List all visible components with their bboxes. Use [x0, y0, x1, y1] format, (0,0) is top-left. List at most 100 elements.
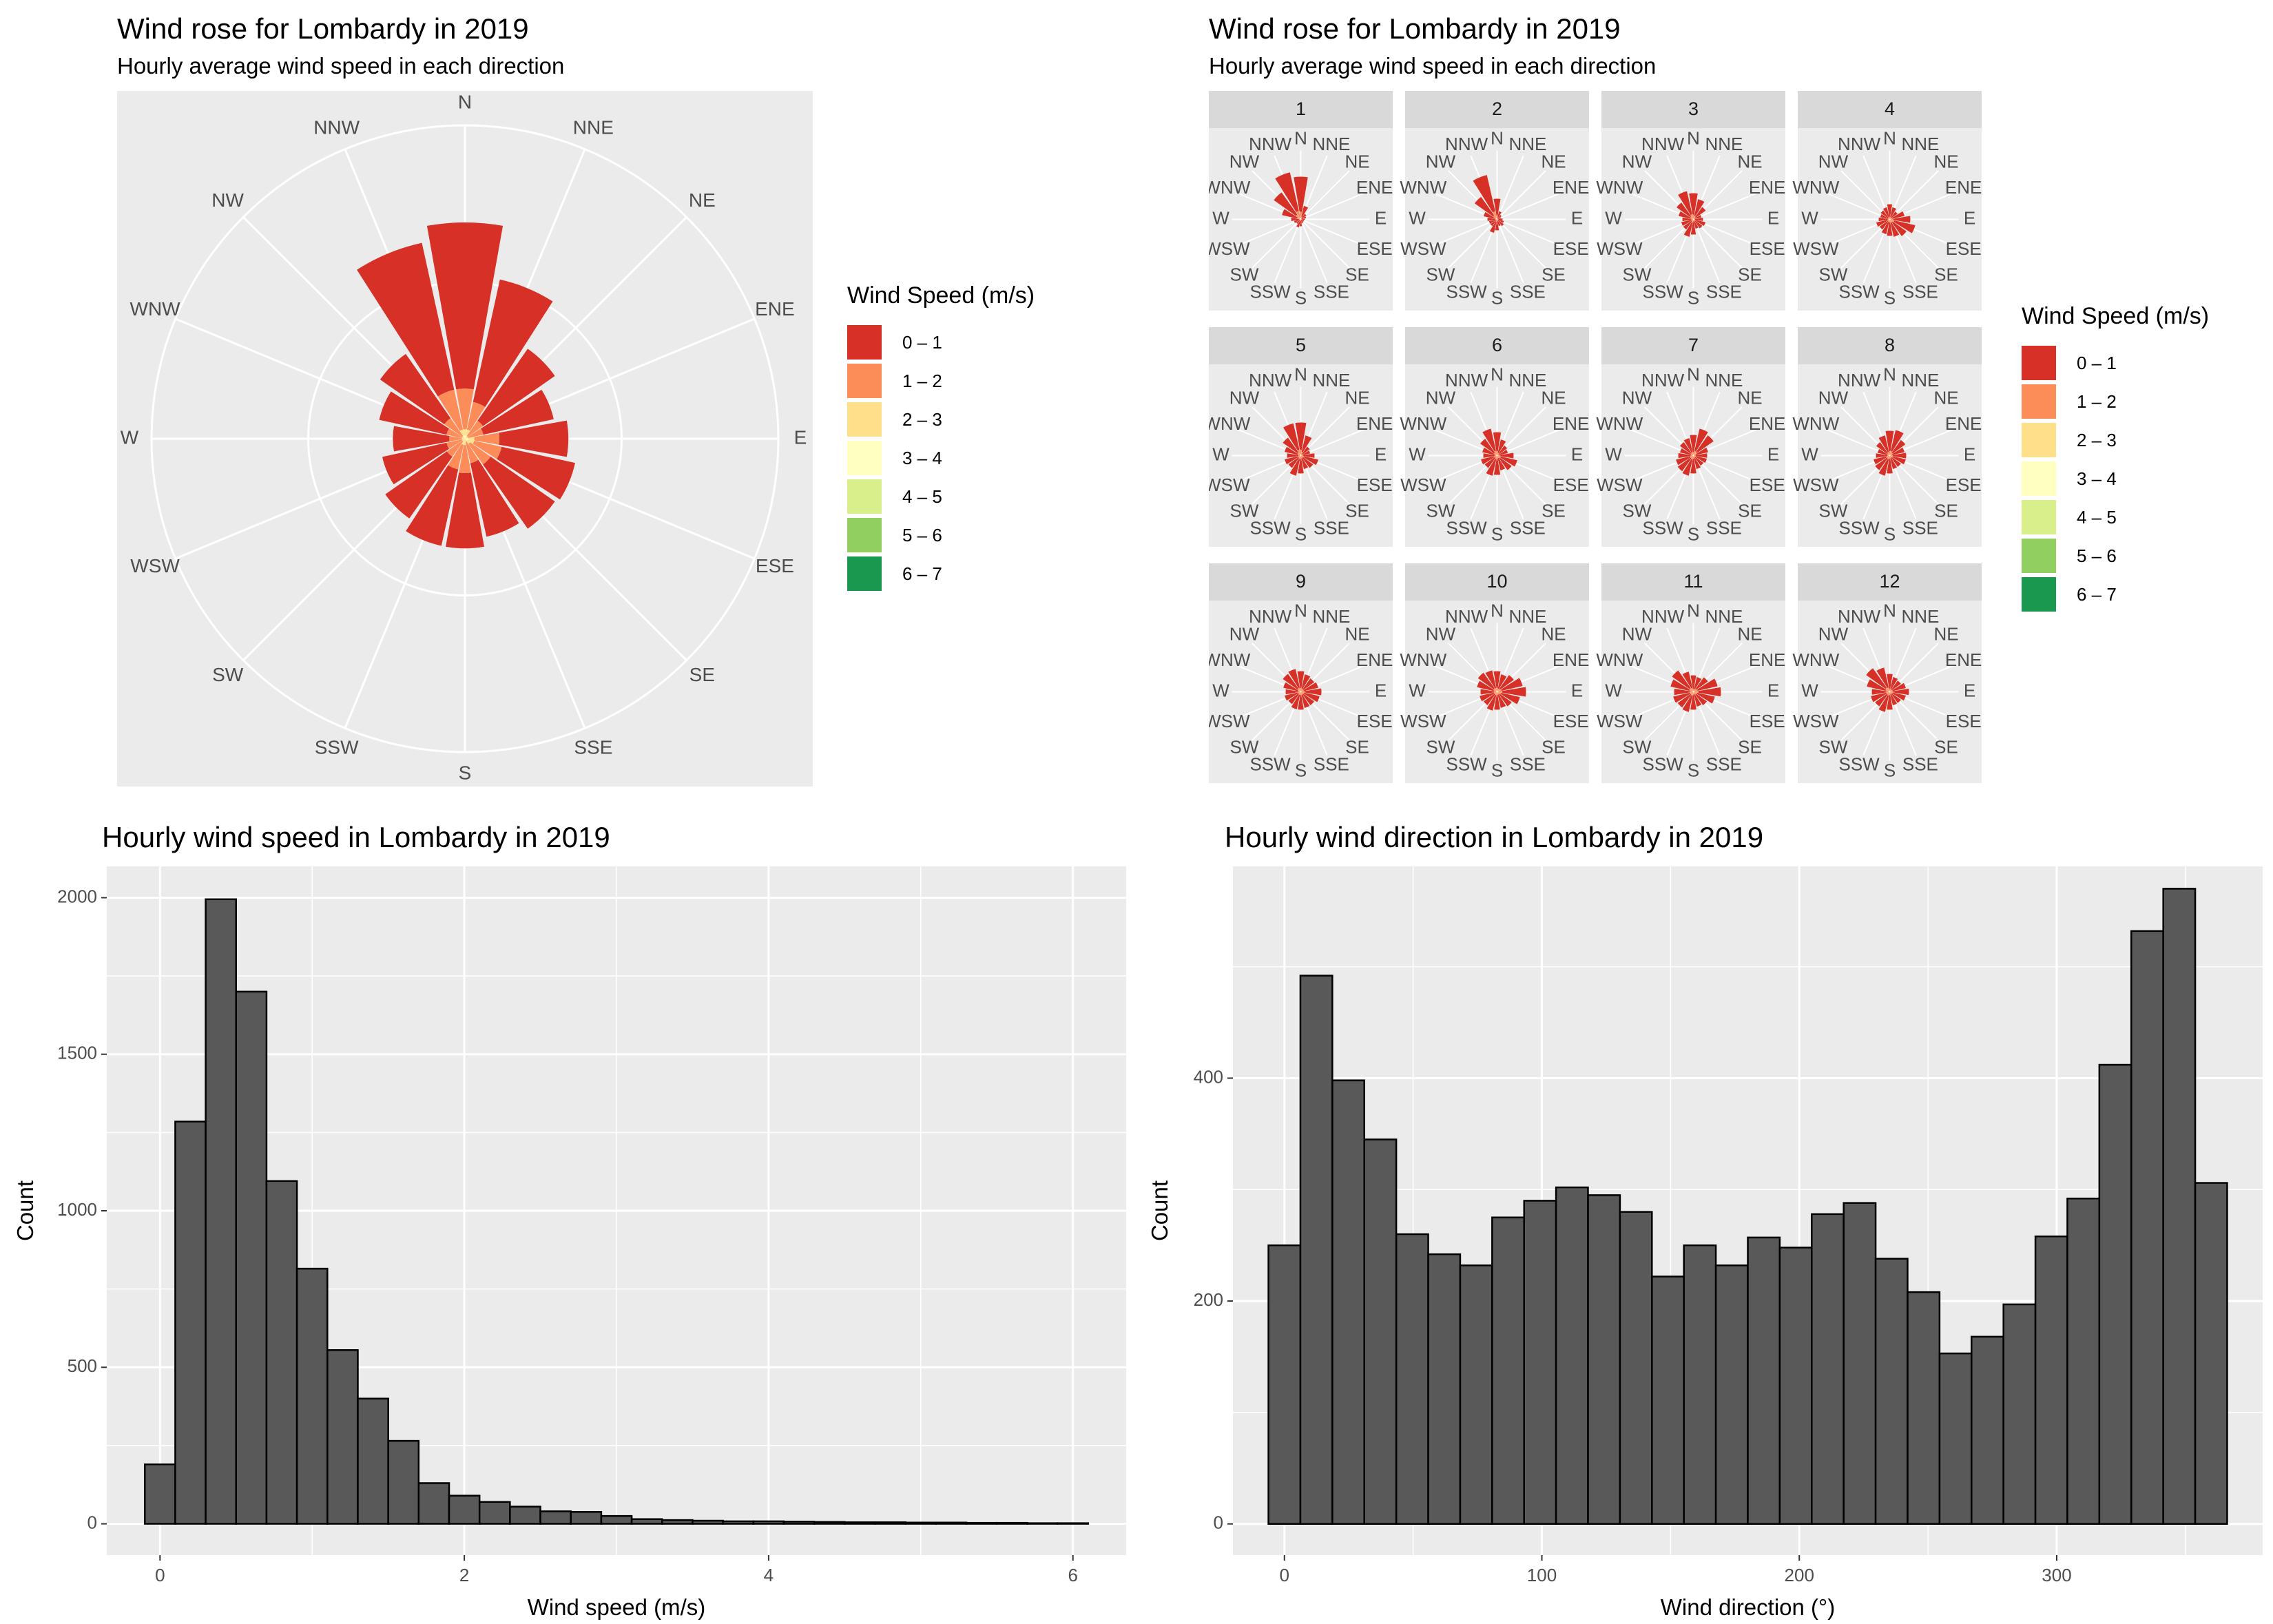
facet-bar-segment [1497, 455, 1501, 458]
facet-direction-label: NNE [1508, 134, 1546, 154]
facet-bar-segment [1689, 687, 1693, 691]
rose-bar-segment [406, 465, 459, 546]
facet-bar-segment [1494, 691, 1497, 693]
facet-bar-segment [1693, 692, 1695, 695]
facet-direction-label: N [1491, 600, 1504, 621]
rose-bar-segment [465, 429, 470, 437]
rose-bar-segment [446, 439, 463, 449]
rose-legend-swatch [847, 518, 882, 552]
facet-bar-segment [1889, 456, 1891, 459]
facet-direction-label: SW [1426, 736, 1455, 757]
facet-bar-segment [1493, 691, 1497, 694]
rose-direction-label: NNW [313, 116, 360, 138]
facet-bar-segment [1890, 454, 1893, 456]
facet-bar-segment [1298, 219, 1300, 220]
rose-bar-segment [463, 429, 467, 436]
facet-bar-segment [1300, 454, 1302, 456]
facet-direction-label: ENE [1749, 649, 1785, 670]
facet-bar-segment [1493, 688, 1497, 691]
facet-bar-segment [1296, 211, 1300, 218]
speed-bar [692, 1519, 724, 1525]
facet-bar-segment [1497, 439, 1506, 453]
facet-direction-label: E [1375, 207, 1387, 228]
facet-direction-label: NNE [1508, 370, 1546, 391]
facet-direction-label: SSW [1446, 754, 1487, 775]
facet-bar-segment [1891, 447, 1904, 455]
facet-direction-label: ESE [1357, 475, 1393, 495]
facet-spoke [1496, 170, 1546, 220]
facet-bar-segment [1301, 455, 1305, 457]
facet-direction-label: E [1767, 444, 1779, 464]
facet-strip [1601, 563, 1785, 601]
facet-direction-label: NW [1622, 387, 1652, 408]
rose-bar-segment [462, 439, 465, 441]
facet-direction-label: SE [1345, 736, 1369, 757]
facet-bar-segment [1698, 687, 1721, 697]
facet-direction-label: ENE [1749, 177, 1785, 198]
facet-bar-segment [1497, 214, 1502, 219]
facet-bar-segment [1689, 689, 1693, 692]
facet-bar-segment [1298, 454, 1300, 456]
facet-bar-segment [1301, 455, 1304, 457]
facet-bar-segment [1682, 672, 1693, 689]
direction-bar [1778, 1247, 1813, 1525]
facet-direction-label: N [1687, 600, 1700, 621]
facet-bar-segment [1497, 692, 1500, 695]
facet-bar-segment [1301, 220, 1304, 222]
facet-direction-label: WNW [1596, 177, 1643, 198]
facets-legend: Wind Speed (m/s) 0 – 1 1 – 2 2 – 3 3 – 4 4 –… [2022, 303, 2209, 614]
facet-direction-label: WSW [1793, 711, 1839, 731]
speed-x-axis-title: Wind speed (m/s) [528, 1594, 706, 1620]
rose-legend-swatch [847, 556, 882, 591]
facet-direction-label: N [1883, 364, 1896, 384]
facet-bar-segment [1285, 692, 1298, 701]
facet-direction-label: W [1605, 444, 1622, 464]
direction-bar [2066, 1197, 2101, 1525]
facet-spoke [1300, 219, 1328, 284]
facet-bar-segment [1493, 671, 1501, 689]
facet-direction-label: SW [1426, 500, 1455, 521]
facet-bar-segment [1298, 459, 1304, 474]
facet-direction-label: W [1409, 444, 1426, 464]
facet-direction-label: WSW [1597, 238, 1643, 259]
facet-direction-label: WNW [1209, 177, 1251, 198]
facet-bar-segment [1887, 456, 1890, 459]
facet-direction-label: NNE [1901, 606, 1939, 627]
facet-direction-label: NE [1345, 387, 1369, 408]
facet-strip-label: 1 [1296, 98, 1306, 119]
facet-bar-segment [1300, 452, 1303, 455]
facet-spoke [1840, 170, 1891, 220]
facet-bar-segment [1497, 218, 1503, 220]
facet-bar-segment [1494, 695, 1500, 710]
facet-bar-segment [1301, 690, 1305, 692]
facet-bar-segment [1499, 675, 1514, 690]
facet-bar-segment [1285, 689, 1298, 695]
facet-bar-segment [1875, 457, 1888, 470]
direction-bar [1683, 1244, 1717, 1525]
facet-bar-segment [1887, 695, 1893, 710]
direction-bar [1938, 1352, 1973, 1525]
facet-bar-segment [1493, 211, 1497, 218]
rose-legend-entry: 0 – 1 [847, 323, 1035, 362]
direction-x-tick-label: 0 [1280, 1565, 1289, 1585]
facet-direction-label: S [1688, 287, 1699, 308]
speed-bar [1057, 1522, 1090, 1525]
facet-direction-label: SW [1819, 500, 1848, 521]
facet-direction-label: ENE [1356, 649, 1393, 670]
facet-bar-segment [1494, 218, 1497, 220]
direction-bar [1651, 1276, 1685, 1525]
facet-direction-label: ESE [1750, 238, 1785, 259]
facet-direction-label: SE [1542, 736, 1566, 757]
facet-direction-label: SW [1230, 500, 1259, 521]
direction-bar [1907, 1291, 1941, 1525]
facet-bar-segment [1692, 689, 1694, 691]
facet-direction-label: SSE [1706, 518, 1742, 539]
facet-bar-segment [1304, 688, 1322, 696]
speed-bar [205, 898, 238, 1525]
speed-bar [570, 1511, 603, 1525]
facet-bar-segment [1483, 453, 1495, 458]
rose-legend-swatch [847, 479, 882, 514]
rose-legend-label: 2 – 3 [902, 408, 942, 430]
